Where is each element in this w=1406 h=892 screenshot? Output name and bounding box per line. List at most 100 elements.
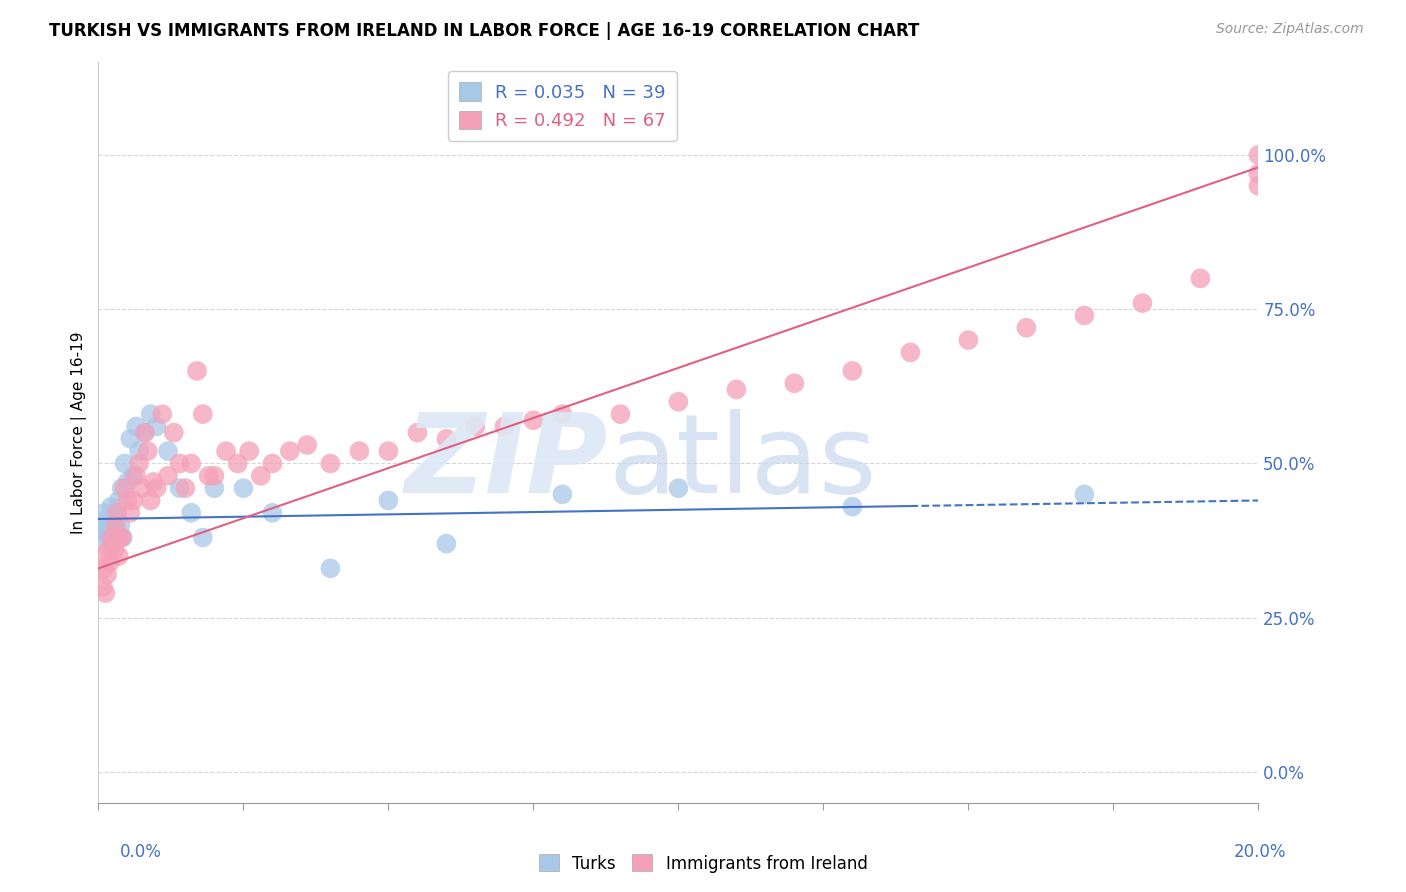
Point xyxy=(97,531,120,545)
Point xyxy=(551,407,574,421)
Point xyxy=(94,586,117,600)
Point xyxy=(841,500,863,514)
Point xyxy=(145,419,167,434)
Point xyxy=(957,333,980,347)
Point xyxy=(107,549,129,563)
Point xyxy=(783,376,806,391)
Point xyxy=(100,500,122,514)
Point xyxy=(551,487,574,501)
Point xyxy=(1189,271,1212,285)
Text: ZIP: ZIP xyxy=(405,409,609,516)
Point xyxy=(120,432,142,446)
Point xyxy=(215,444,238,458)
Point xyxy=(841,364,863,378)
Point xyxy=(204,468,226,483)
Point xyxy=(406,425,429,440)
Point xyxy=(128,457,150,471)
Point xyxy=(104,512,127,526)
Point xyxy=(98,518,121,533)
Point xyxy=(226,457,249,471)
Point xyxy=(1073,487,1095,501)
Point xyxy=(666,481,689,495)
Point xyxy=(105,506,128,520)
Point xyxy=(122,493,145,508)
Text: TURKISH VS IMMIGRANTS FROM IRELAND IN LABOR FORCE | AGE 16-19 CORRELATION CHART: TURKISH VS IMMIGRANTS FROM IRELAND IN LA… xyxy=(49,22,920,40)
Point xyxy=(101,536,124,550)
Point xyxy=(97,542,120,557)
Point xyxy=(98,555,121,569)
Point xyxy=(204,481,226,495)
Point xyxy=(1247,166,1270,180)
Point xyxy=(169,457,191,471)
Point xyxy=(262,457,284,471)
Text: Source: ZipAtlas.com: Source: ZipAtlas.com xyxy=(1216,22,1364,37)
Point xyxy=(96,567,118,582)
Point xyxy=(114,481,136,495)
Point xyxy=(1247,178,1270,193)
Point xyxy=(725,383,748,397)
Point xyxy=(522,413,544,427)
Point xyxy=(150,407,173,421)
Point xyxy=(1247,148,1270,162)
Point xyxy=(142,475,165,489)
Point xyxy=(666,394,689,409)
Point xyxy=(494,419,516,434)
Point xyxy=(139,493,162,508)
Point xyxy=(464,419,486,434)
Point xyxy=(107,493,129,508)
Point xyxy=(110,518,132,533)
Point xyxy=(111,481,132,495)
Point xyxy=(319,561,342,575)
Point xyxy=(93,561,115,575)
Point xyxy=(186,364,208,378)
Point xyxy=(232,481,254,495)
Point xyxy=(1015,320,1038,334)
Point xyxy=(436,432,458,446)
Point xyxy=(180,457,202,471)
Point xyxy=(319,457,342,471)
Point xyxy=(134,425,156,440)
Point xyxy=(104,524,127,539)
Point xyxy=(157,468,180,483)
Point xyxy=(111,531,132,545)
Point xyxy=(169,481,191,495)
Legend: Turks, Immigrants from Ireland: Turks, Immigrants from Ireland xyxy=(531,847,875,880)
Point xyxy=(180,506,202,520)
Point xyxy=(100,531,122,545)
Point xyxy=(197,468,219,483)
Point xyxy=(104,518,127,533)
Point xyxy=(349,444,371,458)
Text: 20.0%: 20.0% xyxy=(1234,843,1286,861)
Point xyxy=(114,457,136,471)
Point xyxy=(91,531,114,545)
Point xyxy=(94,524,117,539)
Point xyxy=(136,444,159,458)
Point xyxy=(93,506,115,520)
Point xyxy=(139,407,162,421)
Point xyxy=(262,506,284,520)
Point xyxy=(250,468,273,483)
Text: atlas: atlas xyxy=(609,409,877,516)
Point xyxy=(191,531,214,545)
Point xyxy=(436,536,458,550)
Point xyxy=(297,438,319,452)
Point xyxy=(90,549,112,563)
Point xyxy=(96,512,118,526)
Point xyxy=(104,542,127,557)
Point xyxy=(238,444,260,458)
Point xyxy=(174,481,197,495)
Text: 0.0%: 0.0% xyxy=(120,843,162,861)
Point xyxy=(191,407,214,421)
Point xyxy=(157,444,180,458)
Point xyxy=(131,481,153,495)
Point xyxy=(1073,309,1095,323)
Y-axis label: In Labor Force | Age 16-19: In Labor Force | Age 16-19 xyxy=(72,331,87,534)
Legend: R = 0.035   N = 39, R = 0.492   N = 67: R = 0.035 N = 39, R = 0.492 N = 67 xyxy=(449,71,676,141)
Point xyxy=(117,475,139,489)
Point xyxy=(278,444,301,458)
Point xyxy=(377,444,399,458)
Point xyxy=(101,536,124,550)
Point xyxy=(91,580,114,594)
Point xyxy=(1130,296,1153,310)
Point xyxy=(163,425,186,440)
